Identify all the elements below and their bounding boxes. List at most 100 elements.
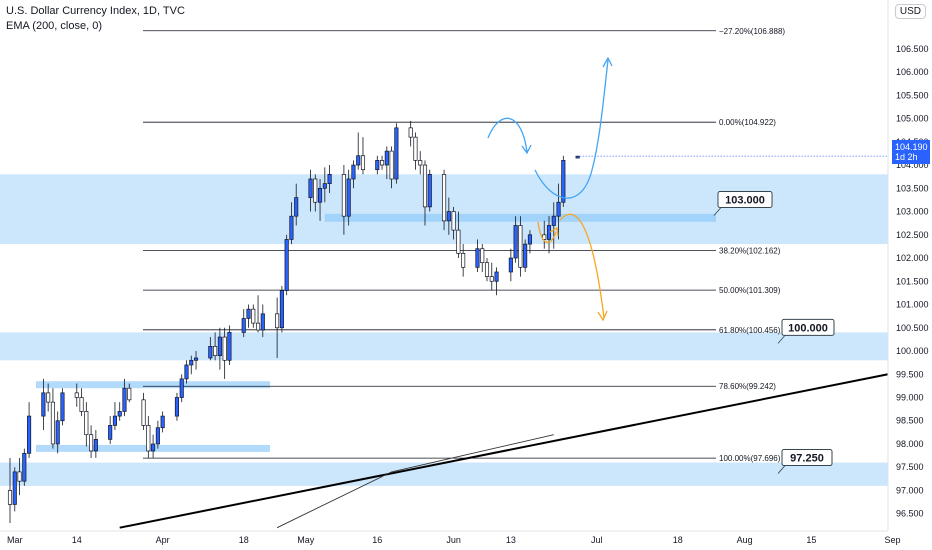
currency-button[interactable]: USD	[894, 4, 926, 19]
candle-body	[208, 346, 213, 359]
y-tick-label: 106.500	[896, 44, 929, 54]
candle-body	[227, 332, 232, 361]
blue-arrow-up	[487, 117, 528, 153]
candle-body	[46, 392, 51, 403]
candle-body	[174, 397, 180, 417]
candle-body	[127, 387, 132, 401]
candle-body	[217, 336, 222, 357]
candle-body	[556, 201, 561, 217]
candle-body	[413, 136, 418, 161]
candle-body	[408, 127, 413, 138]
candle-body	[418, 160, 423, 166]
zone-2	[0, 462, 888, 486]
y-tick-label: 99.500	[896, 369, 924, 379]
candle-body	[275, 313, 280, 329]
candle-body	[241, 318, 246, 333]
level-label-box	[781, 318, 835, 336]
candle-body	[279, 290, 284, 329]
x-tick-label: Mar	[7, 535, 23, 545]
candle-body	[84, 411, 89, 436]
candle-body	[360, 155, 366, 171]
level-label-2: 97.250	[777, 449, 833, 474]
candle-body	[313, 178, 318, 203]
projection-arrows	[487, 56, 613, 322]
candle-body	[17, 471, 22, 482]
candle-body	[561, 160, 566, 203]
candle-body	[289, 215, 294, 240]
orange-arrow-small	[537, 221, 557, 244]
candle-body	[193, 357, 199, 361]
candle-body	[422, 164, 428, 208]
candle-body	[494, 271, 499, 282]
level-label-text: 97.250	[790, 453, 824, 465]
candle-body	[89, 434, 94, 452]
candle-body	[442, 173, 447, 222]
y-tick-label: 104.000	[896, 160, 929, 170]
candle-body	[527, 234, 532, 245]
level-label-pointer	[777, 335, 786, 344]
current-price-tag: 104.190 1d 2h	[892, 140, 930, 164]
candle-body	[155, 427, 160, 445]
candle-body	[79, 397, 84, 412]
chart-title: U.S. Dollar Currency Index, 1D, TVC	[6, 5, 185, 17]
x-tick-label: Jul	[591, 535, 603, 545]
candle-body	[141, 399, 146, 426]
candle-body	[294, 197, 299, 217]
fib-label-2: 38.20%(102.162)	[719, 246, 781, 255]
candle-body	[117, 411, 122, 417]
candle-body	[112, 415, 117, 426]
candle-body	[575, 155, 580, 159]
blue-arrow-projection-head	[602, 56, 613, 68]
orange-arrow-down-head	[597, 310, 608, 322]
candle-body	[351, 164, 356, 180]
candle-body	[260, 313, 265, 331]
x-tick-label: 18	[239, 535, 249, 545]
y-tick-label: 97.500	[896, 462, 924, 472]
x-tick-label: Sep	[884, 535, 900, 545]
candle-body	[222, 336, 227, 361]
candle-body	[356, 155, 361, 166]
candle-body	[160, 415, 165, 429]
fib-label-1: 0.00%(104.922)	[719, 118, 776, 127]
y-tick-label: 97.000	[896, 485, 924, 495]
x-tick-label: Aug	[737, 535, 753, 545]
candle-body	[456, 229, 461, 254]
candle-body	[389, 150, 394, 180]
y-tick-label: 102.000	[896, 253, 929, 263]
y-tick-label: 103.500	[896, 183, 929, 193]
zone-1	[0, 332, 888, 361]
candle-body	[55, 420, 60, 445]
candle-body	[246, 308, 251, 319]
orange-arrow-small-head	[549, 226, 559, 237]
fib-label-5: 78.60%(99.242)	[719, 382, 776, 391]
candle-body	[189, 359, 194, 366]
candle-body	[327, 173, 332, 184]
indicator-label[interactable]: EMA (200, close, 0)	[6, 20, 102, 32]
y-tick-label: 98.500	[896, 416, 924, 426]
candle-body	[551, 215, 556, 226]
candle-body	[74, 392, 79, 398]
candle-body	[146, 425, 151, 452]
y-tick-label: 105.000	[896, 114, 929, 124]
level-label-1: 100.000	[777, 318, 835, 344]
candle-body	[523, 243, 528, 268]
candle-body	[384, 150, 389, 166]
candle-body	[322, 183, 327, 189]
x-tick-label: 18	[673, 535, 683, 545]
level-label-pointer	[777, 465, 786, 474]
y-tick-label: 101.000	[896, 300, 929, 310]
candle-body	[489, 276, 494, 282]
candle-body	[41, 392, 46, 417]
blue-arrow-up-head	[521, 144, 532, 155]
level-labels: 103.000 100.000 97.250	[713, 191, 835, 474]
candle-body	[446, 211, 451, 222]
candle-body	[380, 160, 385, 166]
fibonacci-levels: −27.20%(106.888) 0.00%(104.922) 38.20%(102…	[143, 27, 785, 463]
candle-body	[346, 178, 351, 217]
y-tick-label: 103.000	[896, 207, 929, 217]
candle-body	[308, 178, 313, 198]
level-label-text: 103.000	[725, 195, 765, 207]
x-tick-label: 14	[72, 535, 82, 545]
x-tick-label: May	[297, 535, 315, 545]
